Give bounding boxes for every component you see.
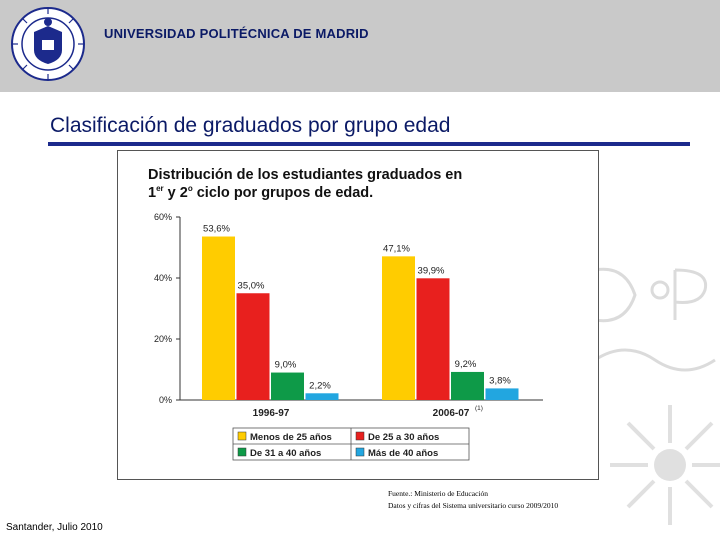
bar <box>382 256 415 400</box>
chart-legend: Menos de 25 años De 25 a 30 años De 31 a 4… <box>232 427 470 461</box>
legend-label: De 25 a 30 años <box>368 432 439 443</box>
bar-chart: Distribución de los estudiantes graduado… <box>148 167 543 461</box>
source-line-1: Fuente.: Ministerio de Educación <box>388 489 488 498</box>
watermark-emblem <box>593 267 720 525</box>
source-note: Fuente.: Ministerio de Educación Datos y… <box>388 488 558 512</box>
legend-swatch <box>355 431 365 441</box>
chart-title-line2: 1er y 2o ciclo por grupos de edad. <box>148 184 373 201</box>
legend-label: De 31 a 40 años <box>250 448 321 459</box>
bar <box>305 393 339 400</box>
university-logo <box>11 7 85 81</box>
header-bar: UNIVERSIDAD POLITÉCNICA DE MADRID <box>0 0 720 92</box>
bar-value-label: 39,9% <box>418 265 445 276</box>
legend-swatch <box>355 447 365 457</box>
bar <box>416 278 450 400</box>
bar-value-label: 9,2% <box>455 359 477 370</box>
y-tick-label: 20% <box>154 334 172 344</box>
bar-value-label: 47,1% <box>383 243 410 254</box>
footer-text: Santander, Julio 2010 <box>6 522 103 533</box>
legend-label: Más de 40 años <box>368 448 438 459</box>
chart-frame: Distribución de los estudiantes graduado… <box>117 150 599 480</box>
chart-bars: 53,6% 35,0% 9,0% 2,2% 47,1% 39,9% 9,2% 3,8% <box>202 224 519 400</box>
legend-swatch <box>237 447 247 457</box>
bar <box>485 388 519 400</box>
bar-value-label: 3,8% <box>489 375 511 386</box>
bar <box>202 236 235 400</box>
legend-label: Menos de 25 años <box>250 432 332 443</box>
chart-title-line1: Distribución de los estudiantes graduado… <box>148 167 462 183</box>
x-category-label: 2006-07 <box>433 408 470 419</box>
y-tick-label: 0% <box>159 395 172 405</box>
bar-value-label: 9,0% <box>275 360 297 371</box>
bar-value-label: 35,0% <box>238 280 265 291</box>
source-line-2: Datos y cifras del Sistema universitario… <box>388 501 559 510</box>
legend-swatch <box>237 431 247 441</box>
slide-title: Clasificación de graduados por grupo eda… <box>50 114 451 137</box>
title-underline <box>48 142 690 146</box>
bar-value-label: 2,2% <box>309 380 331 391</box>
chart-axes: 0% 20% 40% 60% 1996-97 2006-07 (1) <box>154 212 543 419</box>
bar <box>236 293 270 400</box>
y-tick-label: 60% <box>154 212 172 222</box>
x-category-superscript: (1) <box>475 405 483 412</box>
y-tick-label: 40% <box>154 273 172 283</box>
bar <box>451 371 484 400</box>
header-title: UNIVERSIDAD POLITÉCNICA DE MADRID <box>104 26 369 41</box>
x-category-label: 1996-97 <box>253 408 290 419</box>
bar <box>271 372 304 400</box>
bar-value-label: 53,6% <box>203 224 230 235</box>
